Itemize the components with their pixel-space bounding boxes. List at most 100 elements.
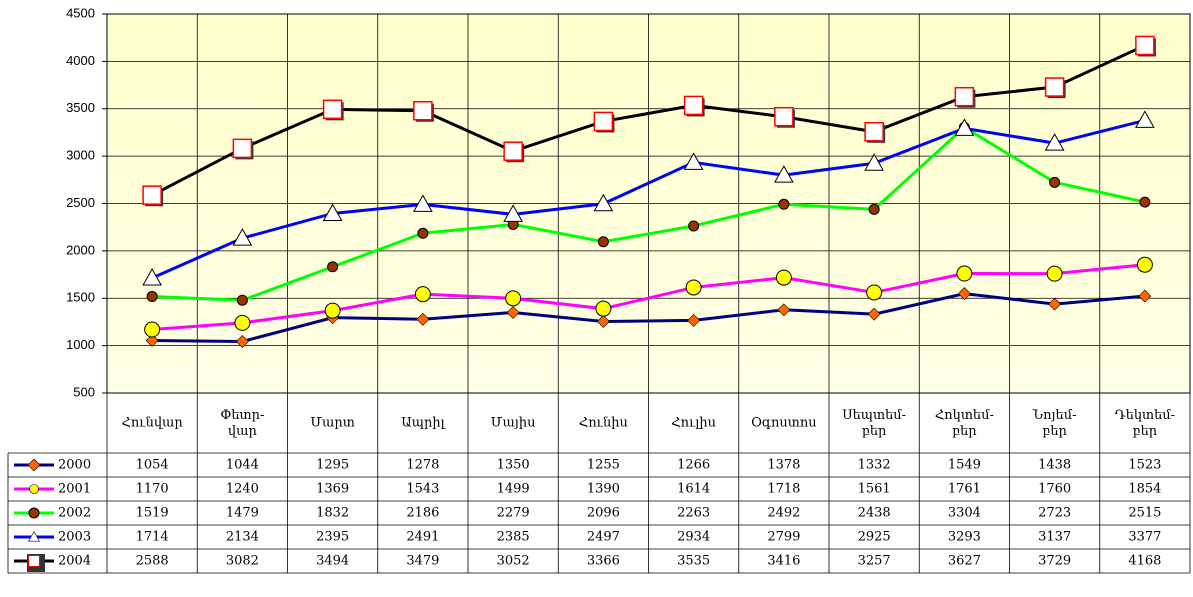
x-tick-label: Դեկտեմ-բեր [1115, 408, 1175, 439]
point [1044, 133, 1065, 151]
point [1135, 35, 1155, 56]
table-value: 3304 [948, 506, 981, 521]
table-value: 1378 [767, 458, 800, 473]
series-line [152, 263, 1146, 332]
point [234, 314, 251, 331]
table-value: 3293 [948, 530, 981, 545]
point [1048, 297, 1062, 311]
point [596, 315, 610, 328]
legend-label: 2004 [58, 554, 91, 569]
y-tick-label: 4000 [66, 53, 95, 68]
table-value: 3494 [316, 554, 349, 569]
point [777, 303, 791, 317]
point [505, 290, 522, 307]
table-value: 1523 [1128, 458, 1161, 473]
point [683, 95, 704, 116]
point [954, 118, 975, 136]
legend-marker [28, 530, 40, 542]
point [1135, 110, 1155, 128]
point [1046, 265, 1063, 282]
table-value: 2925 [858, 530, 891, 545]
x-tick-label: Սեպտեմ-բեր [842, 408, 906, 439]
table-value: 1854 [1128, 482, 1161, 497]
point [236, 294, 248, 306]
point [956, 265, 973, 282]
y-tick-label: 500 [73, 384, 95, 399]
table-value: 1278 [406, 458, 439, 473]
point [866, 284, 883, 301]
point [506, 306, 520, 319]
table-value: 2134 [226, 530, 259, 545]
table-value: 3479 [406, 554, 439, 569]
table-value: 1549 [948, 458, 981, 473]
x-tick-label: Նոյեմ-բեր [1032, 408, 1077, 439]
x-tick-label: Ապրիլ [401, 416, 446, 431]
point [597, 236, 609, 248]
table-value: 1295 [316, 458, 349, 473]
point [867, 307, 881, 321]
point [503, 204, 523, 222]
point [144, 321, 161, 338]
table-value: 2186 [406, 506, 439, 521]
table-value: 2588 [136, 554, 169, 569]
table-value: 2492 [767, 506, 800, 521]
table-value: 3729 [1038, 554, 1071, 569]
table-value: 1519 [136, 506, 169, 521]
table-value: 2279 [497, 506, 530, 521]
point [235, 335, 249, 348]
point [145, 334, 159, 347]
table-value: 2515 [1128, 506, 1161, 521]
point [232, 138, 253, 159]
table-value: 1390 [587, 482, 620, 497]
series-line [151, 44, 1146, 197]
x-tick-label: Փետր-վար [220, 408, 264, 439]
point [1136, 256, 1153, 273]
point [593, 193, 614, 212]
point [868, 203, 880, 215]
table-value: 2723 [1038, 506, 1071, 521]
point [864, 153, 884, 171]
point [327, 261, 339, 273]
point [685, 279, 702, 296]
point [503, 141, 523, 161]
table-value: 2096 [587, 506, 620, 521]
point [232, 228, 253, 246]
x-tick-label: Մայիս [491, 416, 536, 431]
point [414, 286, 431, 303]
x-tick-label: Հունվար [122, 416, 184, 431]
point [1139, 196, 1151, 208]
legend-marker [28, 507, 40, 519]
point [778, 198, 790, 210]
table-value: 1479 [226, 506, 259, 521]
point [146, 290, 158, 302]
point [1138, 289, 1152, 303]
table-value: 4168 [1128, 554, 1161, 569]
table-value: 3082 [226, 554, 259, 569]
point [687, 313, 701, 327]
legend-label: 2000 [58, 458, 91, 473]
table-value: 3535 [677, 554, 710, 569]
y-tick-label: 2500 [66, 195, 95, 210]
table-value: 2497 [587, 530, 620, 545]
series-line [152, 125, 1146, 302]
table-value: 1044 [226, 458, 259, 473]
x-tick-label: Հոկտեմ-բեր [935, 408, 994, 439]
point [324, 302, 341, 319]
table-value: 1718 [767, 482, 800, 497]
table-value: 1054 [136, 458, 169, 473]
table-value: 1369 [316, 482, 349, 497]
legend-label: 2001 [58, 482, 91, 497]
point [595, 300, 612, 317]
point [864, 122, 884, 142]
table-value: 2799 [767, 530, 800, 545]
point [413, 194, 433, 212]
series-line [152, 292, 1146, 343]
point [1044, 77, 1065, 97]
table-value: 1332 [858, 458, 891, 473]
legend-marker [28, 555, 40, 567]
table-value: 2263 [677, 506, 710, 521]
table-value: 1499 [497, 482, 530, 497]
table-value: 1438 [1038, 458, 1071, 473]
point [1049, 176, 1061, 188]
table-value: 1714 [136, 530, 169, 545]
